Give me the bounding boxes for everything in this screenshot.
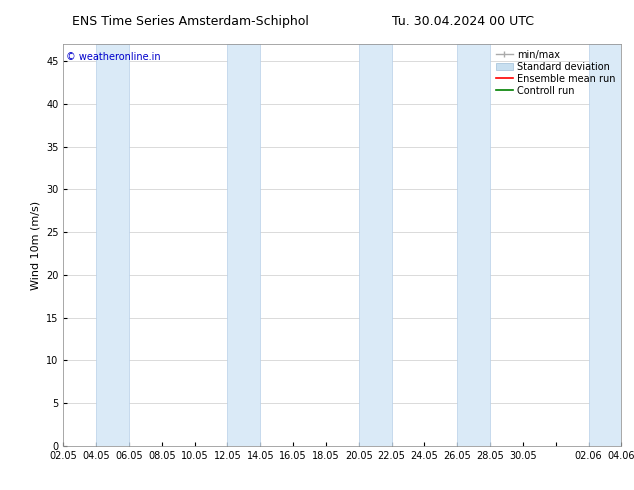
Bar <box>359 44 392 446</box>
Legend: min/max, Standard deviation, Ensemble mean run, Controll run: min/max, Standard deviation, Ensemble me… <box>493 47 618 98</box>
Bar <box>228 44 261 446</box>
Text: © weatheronline.in: © weatheronline.in <box>66 52 161 62</box>
Text: ENS Time Series Amsterdam-Schiphol: ENS Time Series Amsterdam-Schiphol <box>72 15 309 28</box>
Bar <box>588 44 621 446</box>
Bar <box>457 44 490 446</box>
Bar <box>96 44 129 446</box>
Text: Tu. 30.04.2024 00 UTC: Tu. 30.04.2024 00 UTC <box>392 15 534 28</box>
Y-axis label: Wind 10m (m/s): Wind 10m (m/s) <box>30 200 41 290</box>
